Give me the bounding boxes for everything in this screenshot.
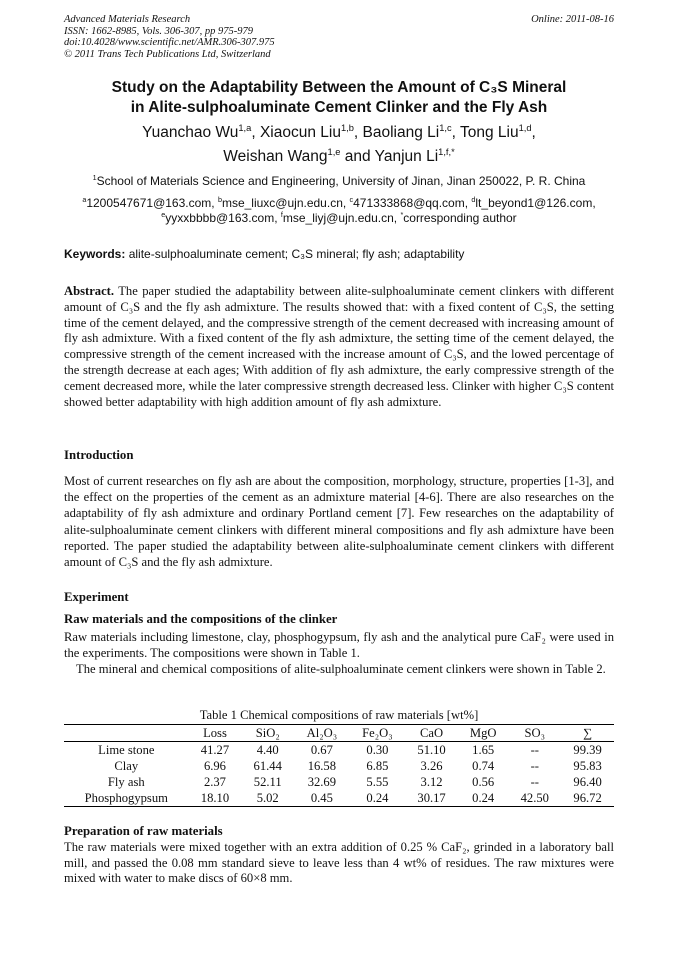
compositions-text: The mineral and chemical compositions of… [76,662,606,676]
table-header-row: Loss SiO₂ Al₂O₃ Fe₂O₃ CaO MgO SO₃ ∑ [64,724,614,742]
affiliation: 1School of Materials Science and Enginee… [92,173,586,188]
table-cell: 30.17 [417,790,446,805]
preparation-heading: Preparation of raw materials [64,824,223,838]
table-cell: 4.40 [256,742,279,757]
emails: a1200547671@163.com, bmse_liuxc@ujn.edu.… [82,195,596,225]
doi: doi:10.4028/www.scientific.net/AMR.306-3… [64,37,275,49]
table-cell: 0.56 [472,774,495,789]
table-cell: 0.74 [472,758,495,773]
table-cell: 99.39 [573,742,602,757]
author: Baoliang Li1,c, [362,122,460,141]
introduction-text: Most of current researches on fly ash ar… [64,474,614,570]
author: Yuanchao Wu1,a, [142,122,260,141]
author: Xiaocun Liu1,b, [259,122,363,141]
table-row: Clay 6.96 61.44 16.58 6.85 3.26 0.74 -- 95.83 [64,758,614,774]
table-cell: 18.10 [200,790,230,805]
introduction-heading: Introduction [64,448,134,462]
table-cell: 3.26 [420,758,443,773]
table-cell: 96.72 [573,790,602,805]
journal-header: Advanced Materials Research ISSN: 1662-8… [64,14,275,61]
table-cell: 61.44 [253,758,282,773]
raw-materials-text: Raw materials including limestone, clay,… [64,630,614,660]
table-cell: Clay [114,758,139,773]
title-line-2: in Alite-sulphoaluminate Cement Clinker … [130,99,548,116]
table-cell: 51.10 [417,742,446,757]
table-cell: 2.37 [203,774,226,789]
online-date: Online: 2011-08-16 [531,14,614,25]
table-cell: 5.55 [366,774,389,789]
experiment-heading: Experiment [64,590,129,604]
title-line-1: Study on the Adaptability Between the Am… [111,79,567,96]
table-cell: 95.83 [573,758,602,773]
table-cell: 0.24 [472,790,495,805]
keywords: Keywords: alite-sulphoaluminate cement; … [64,247,465,261]
table-cell: 42.50 [520,790,549,805]
abstract: Abstract. The paper studied the adaptabi… [64,284,614,409]
table-cell: 3.12 [420,774,443,789]
table-cell: 6.85 [366,758,389,773]
table-cell: 0.30 [366,742,389,757]
table-cell: -- [530,774,539,789]
table-cell: Lime stone [98,742,155,757]
table-cell: 52.11 [253,774,282,789]
table-cell: Phosphogypsum [84,790,168,805]
authors-line-2: Weishan Wang1,e and Yanjun Li1,f,* [40,146,638,166]
table-cell: 6.96 [203,758,226,773]
authors-line-1: Yuanchao Wu1,a, Xiaocun Liu1,b, Baoliang… [40,122,638,142]
table-cell: 16.58 [307,758,337,773]
table-cell: 5.02 [256,790,279,805]
table-row: Lime stone 41.27 4.40 0.67 0.30 51.10 1.65 -- 99… [64,742,614,759]
table-cell: -- [530,742,539,757]
issn: ISSN: 1662-8985, Vols. 306-307, pp 975-9… [64,25,253,37]
table-cell: 0.24 [366,790,389,805]
table-cell: Fly ash [107,774,145,789]
table-cell: -- [530,758,539,773]
table-cell: 41.27 [200,742,230,757]
table-cell: 96.40 [573,774,602,789]
table-cell: 32.69 [307,774,337,789]
table-caption: Table 1 Chemical compositions of raw mat… [199,708,479,722]
paper-title: Study on the Adaptability Between the Am… [40,78,638,118]
raw-materials-heading: Raw materials and the compositions of th… [64,612,338,626]
author: Tong Liu1,d, [459,122,536,141]
author: Yanjun Li1,f,* [374,146,455,165]
table-cell: 1.65 [472,742,495,757]
table-cell: 0.67 [310,742,333,757]
journal-name: Advanced Materials Research [64,14,191,25]
preparation-text: The raw materials were mixed together wi… [64,840,614,886]
author: Weishan Wang1,e and [223,146,375,165]
copyright: © 2011 Trans Tech Publications Ltd, Swit… [64,49,271,61]
table-1: Loss SiO₂ Al₂O₃ Fe₂O₃ CaO MgO SO₃ ∑ Lime stone 4… [64,724,614,807]
table-row: Fly ash 2.37 52.11 32.69 5.55 3.12 0.56 -- 96.40 [64,774,614,790]
table-cell: 0.45 [310,790,333,805]
table-row: Phosphogypsum 18.10 5.02 0.45 0.24 30.17 0.24 4… [64,790,614,807]
